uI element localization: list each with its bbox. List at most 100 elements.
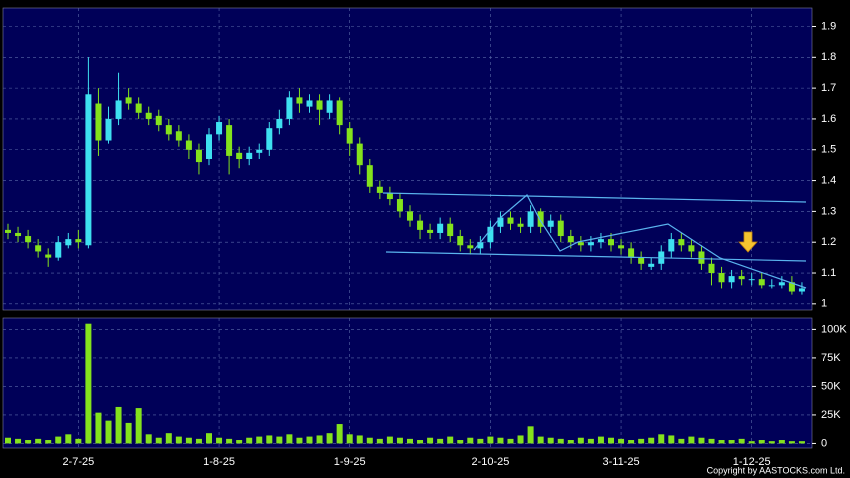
x-tick-label: 1-12-25 [733,456,771,468]
y-tick-label: 1.9 [821,20,836,32]
volume-bar [236,440,243,444]
y-tick-label: 100K [821,323,847,335]
candle-body [216,122,223,135]
candle-body [497,217,504,227]
volume-bar [286,434,293,444]
x-tick-label: 1-8-25 [203,456,235,468]
candle-body [547,220,554,227]
volume-bar [276,436,283,444]
candle-body [467,245,474,249]
candle-body [788,282,795,292]
y-tick-label: 1.3 [821,205,836,217]
volume-bar [105,420,112,444]
candle-body [125,97,132,104]
volume-bar [256,436,263,444]
y-tick-label: 1.4 [821,174,836,186]
volume-bar [125,422,132,444]
volume-panel [2,317,813,449]
volume-bar [427,437,434,444]
y-tick-label: 1.7 [821,82,836,94]
volume-bar [135,408,142,444]
volume-bar [768,441,775,444]
candle-body [246,152,253,159]
candle-body [537,211,544,227]
candle-body [115,100,122,119]
candle-body [366,165,373,187]
y-tick-label: 1.8 [821,51,836,63]
candle-body [75,239,82,243]
y-tick-label: 1.2 [821,236,836,248]
candle-body [708,263,715,274]
volume-bar [547,437,554,444]
y-tick-label: 1.5 [821,144,836,156]
candle-body [748,279,755,281]
volume-bar [447,436,454,444]
volume-bar [175,436,182,444]
volume-bar [487,436,494,444]
volume-bar [306,436,313,444]
x-tick-label: 3-11-25 [602,456,639,468]
candle-body [728,276,735,283]
volume-bar [798,441,805,444]
copyright: Copyright by AASTOCKS.com Ltd. [707,465,845,475]
volume-bar [648,437,655,444]
candle-body [638,257,645,264]
volume-bar [477,438,484,444]
volume-bar [437,438,444,444]
candle-body [25,236,32,243]
volume-bar [15,438,22,444]
volume-bar [266,435,273,444]
volume-bar [376,438,383,444]
y-tick-label: 1.1 [821,267,836,279]
candle-body [316,100,323,110]
candle-body [15,232,22,237]
volume-bar [115,406,122,444]
y-tick-label: 1 [821,298,827,310]
candle-body [487,226,494,243]
candle-body [447,223,454,237]
volume-bar [155,437,162,444]
volume-bar [195,438,202,444]
candle-body [65,239,72,246]
candle-body [386,192,393,200]
candle-body [688,245,695,252]
volume-bar [658,434,665,444]
volume-bar [206,433,212,444]
candle-body [768,285,775,287]
volume-bar [688,436,695,444]
volume-bar [728,440,735,444]
volume-bar [708,438,715,444]
price-panel [2,7,813,311]
candle-body [356,143,363,166]
volume-bar [346,434,353,444]
candle-body [507,217,514,224]
candle-body [95,103,102,141]
candle-body [698,251,705,264]
volume-bar [507,438,514,444]
volume-bar [758,440,765,444]
x-tick-label: 2-10-25 [471,456,509,468]
candle-body [798,288,805,292]
candle-body [306,100,313,107]
candle-body [266,128,273,150]
candle-body [346,128,353,144]
volume-bar [386,436,393,444]
candle-body [608,239,614,246]
trendlines [382,192,807,289]
volume-bar [45,440,52,444]
volume-bar [366,437,373,444]
candle-body [175,131,182,141]
volume-bar [597,436,604,444]
candle-body [668,239,675,252]
candle-body [396,199,403,212]
volume-bar [517,435,524,444]
candle-body [226,125,233,156]
volume-bar [557,438,564,444]
volume-bar [537,436,544,444]
candle-body [296,97,303,104]
volume-bar [65,434,72,444]
candle-body [648,263,655,267]
trendline [382,192,807,203]
candle-body [577,242,584,246]
x-tick-label: 2-7-25 [62,456,94,468]
